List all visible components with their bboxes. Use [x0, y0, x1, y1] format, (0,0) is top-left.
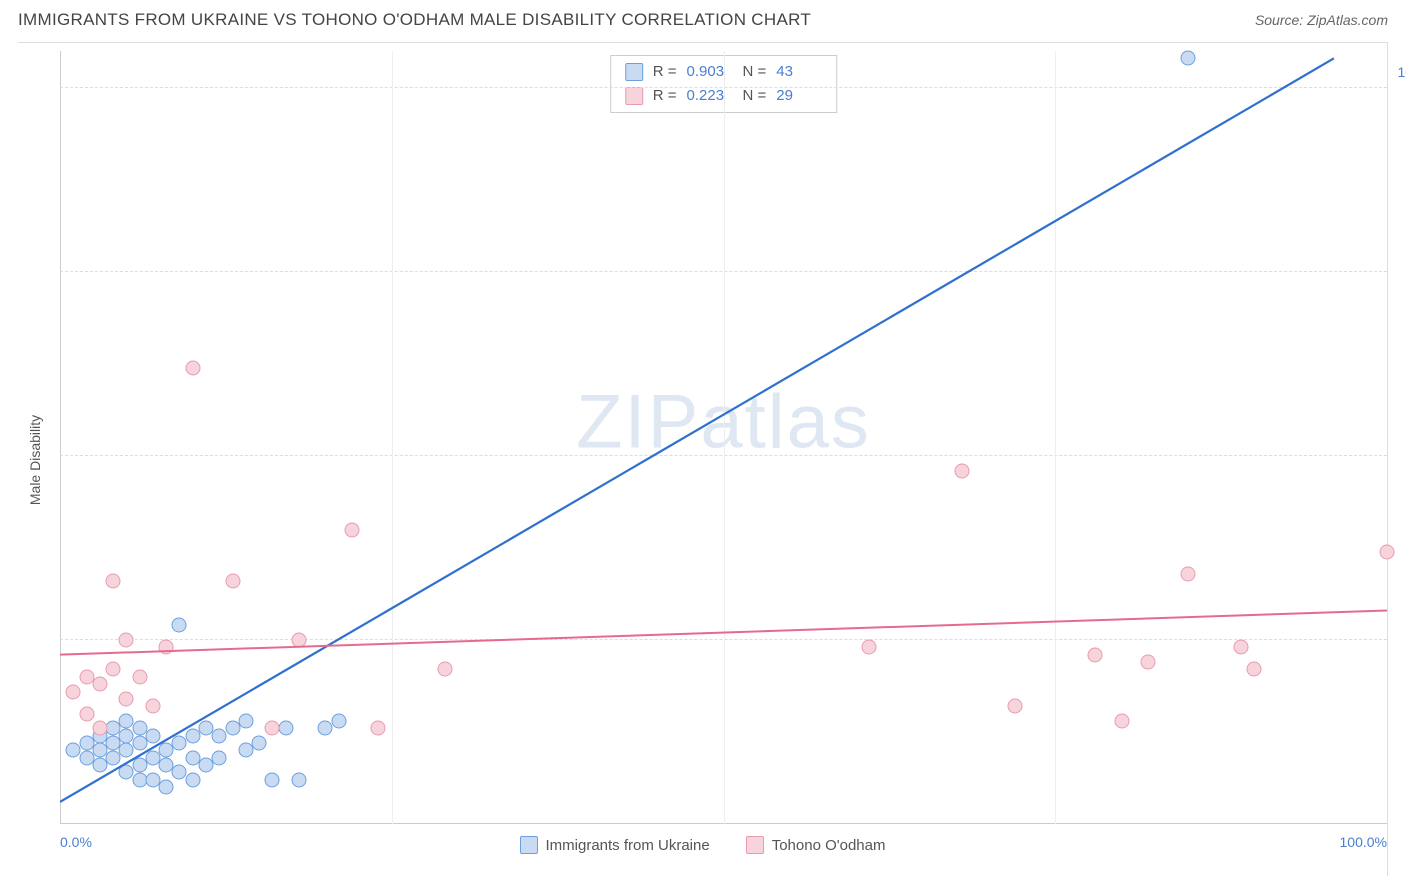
y-tick-label: 100.0%	[1393, 64, 1406, 80]
gridline-v	[724, 51, 725, 824]
legend-item-ukraine: Immigrants from Ukraine	[520, 836, 710, 854]
legend-label-tohono: Tohono O'odham	[772, 837, 886, 854]
swatch-ukraine	[625, 63, 643, 81]
data-point	[252, 736, 267, 751]
gridline-v	[1055, 51, 1056, 824]
data-point	[106, 574, 121, 589]
data-point	[1141, 655, 1156, 670]
data-point	[291, 632, 306, 647]
data-point	[291, 772, 306, 787]
chart-container: Male Disability ZIPatlas R = 0.903 N = 4…	[18, 42, 1388, 876]
data-point	[1180, 566, 1195, 581]
data-point	[185, 772, 200, 787]
data-point	[331, 713, 346, 728]
data-point	[119, 632, 134, 647]
data-point	[265, 721, 280, 736]
data-point	[159, 640, 174, 655]
swatch-tohono	[625, 87, 643, 105]
chart-header: IMMIGRANTS FROM UKRAINE VS TOHONO O'ODHA…	[0, 0, 1406, 36]
data-point	[1114, 713, 1129, 728]
y-axis-line	[60, 51, 61, 824]
data-point	[132, 669, 147, 684]
data-point	[344, 522, 359, 537]
data-point	[145, 728, 160, 743]
data-point	[371, 721, 386, 736]
legend-item-tohono: Tohono O'odham	[746, 836, 886, 854]
data-point	[1247, 662, 1262, 677]
legend: Immigrants from Ukraine Tohono O'odham	[18, 836, 1387, 854]
data-point	[172, 618, 187, 633]
data-point	[238, 713, 253, 728]
source-attribution: Source: ZipAtlas.com	[1255, 12, 1388, 28]
data-point	[437, 662, 452, 677]
chart-title: IMMIGRANTS FROM UKRAINE VS TOHONO O'ODHA…	[18, 10, 811, 30]
data-point	[159, 780, 174, 795]
data-point	[225, 574, 240, 589]
data-point	[106, 662, 121, 677]
legend-swatch-ukraine	[520, 836, 538, 854]
data-point	[212, 750, 227, 765]
data-point	[862, 640, 877, 655]
data-point	[278, 721, 293, 736]
n-value-ukraine: 43	[776, 60, 822, 84]
data-point	[185, 360, 200, 375]
data-point	[955, 463, 970, 478]
data-point	[66, 684, 81, 699]
source-name: ZipAtlas.com	[1307, 12, 1388, 28]
legend-swatch-tohono	[746, 836, 764, 854]
data-point	[1380, 544, 1395, 559]
n-label: N =	[743, 60, 767, 84]
r-value-ukraine: 0.903	[687, 60, 733, 84]
data-point	[92, 677, 107, 692]
data-point	[1088, 647, 1103, 662]
y-axis-label: Male Disability	[27, 414, 43, 504]
data-point	[145, 699, 160, 714]
data-point	[119, 691, 134, 706]
data-point	[79, 706, 94, 721]
y-tick-label: 50.0%	[1393, 432, 1406, 448]
gridline-v	[392, 51, 393, 824]
r-label: R =	[653, 60, 677, 84]
y-tick-label: 75.0%	[1393, 248, 1406, 264]
plot-area: ZIPatlas R = 0.903 N = 43 R = 0.223 N = …	[60, 51, 1387, 824]
data-point	[1008, 699, 1023, 714]
legend-label-ukraine: Immigrants from Ukraine	[546, 837, 710, 854]
data-point	[92, 721, 107, 736]
data-point	[265, 772, 280, 787]
y-tick-label: 25.0%	[1393, 616, 1406, 632]
data-point	[1234, 640, 1249, 655]
data-point	[1180, 51, 1195, 66]
source-prefix: Source:	[1255, 12, 1307, 28]
